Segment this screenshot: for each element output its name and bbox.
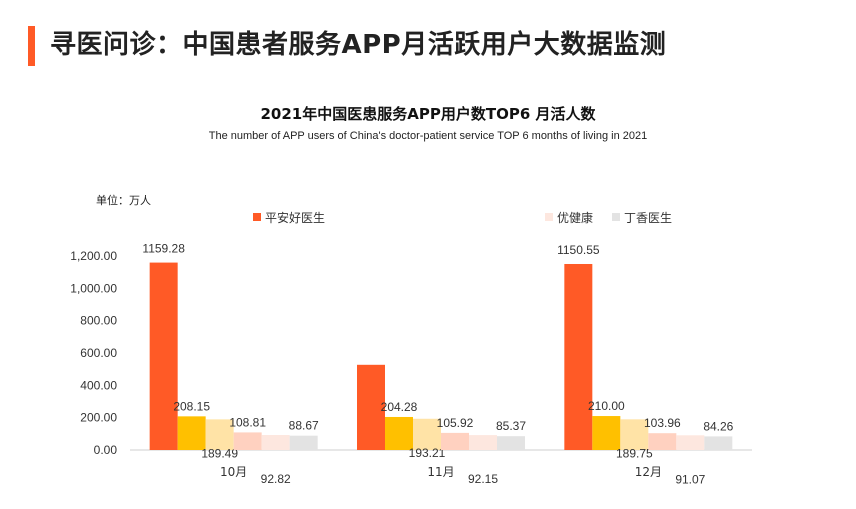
data-label: 1150.55 [557, 243, 600, 257]
page-title: 寻医问诊：中国患者服务APP月活跃用户大数据监测 [50, 30, 667, 60]
bar [564, 263, 593, 450]
data-label: 84.26 [703, 419, 733, 433]
data-label: 189.49 [201, 446, 238, 460]
bar [261, 434, 290, 450]
bar [441, 432, 469, 450]
data-label: 193.21 [409, 446, 446, 460]
bar [648, 433, 677, 450]
chart-subtitle: The number of APP users of China's docto… [208, 130, 648, 142]
legend-swatch [612, 213, 620, 221]
bar [413, 418, 441, 450]
bar [704, 436, 733, 450]
data-label: 105.92 [437, 416, 474, 430]
data-label: 108.81 [229, 415, 266, 429]
bar [289, 435, 318, 450]
bar [385, 416, 413, 450]
data-label: 208.15 [173, 399, 210, 413]
title-accent-bar [28, 26, 35, 66]
data-label: 204.28 [381, 400, 418, 414]
bar [592, 416, 621, 450]
bar [205, 419, 234, 450]
chart-title: 2021年中国医患服务APP用户数TOP6 月活人数 [260, 105, 596, 123]
legend-label: 平安好医生 [265, 210, 325, 225]
data-label: 189.75 [616, 446, 653, 460]
y-tick-label: 1,200.00 [70, 249, 117, 263]
y-tick-label: 200.00 [80, 411, 117, 425]
x-category-label: 11月 [427, 465, 454, 479]
data-label: 85.37 [496, 419, 526, 433]
y-tick-label: 1,000.00 [70, 281, 117, 295]
bar [676, 435, 705, 450]
y-tick-label: 600.00 [80, 346, 117, 360]
unit-label: 单位：万人 [96, 194, 151, 207]
data-label: 92.15 [468, 472, 498, 486]
data-label: 92.82 [261, 472, 291, 486]
y-tick-label: 400.00 [80, 378, 117, 392]
x-category-label: 12月 [635, 465, 662, 479]
bar [469, 435, 497, 450]
bar [497, 436, 525, 450]
data-label: 103.96 [644, 416, 681, 430]
y-tick-label: 800.00 [80, 314, 117, 328]
x-category-label: 10月 [220, 465, 247, 479]
bar [149, 262, 178, 450]
legend-swatch [545, 213, 553, 221]
y-tick-label: 0.00 [94, 443, 118, 457]
legend-swatch [253, 213, 261, 221]
data-label: 88.67 [289, 419, 319, 433]
legend-label: 优健康 [557, 210, 593, 225]
bar [357, 364, 385, 450]
legend-label: 丁香医生 [624, 211, 672, 225]
data-label: 1159.28 [142, 242, 185, 256]
bar [620, 419, 649, 450]
bar [233, 432, 262, 450]
bar [177, 416, 206, 450]
data-label: 210.00 [588, 399, 625, 413]
data-label: 91.07 [675, 472, 705, 486]
